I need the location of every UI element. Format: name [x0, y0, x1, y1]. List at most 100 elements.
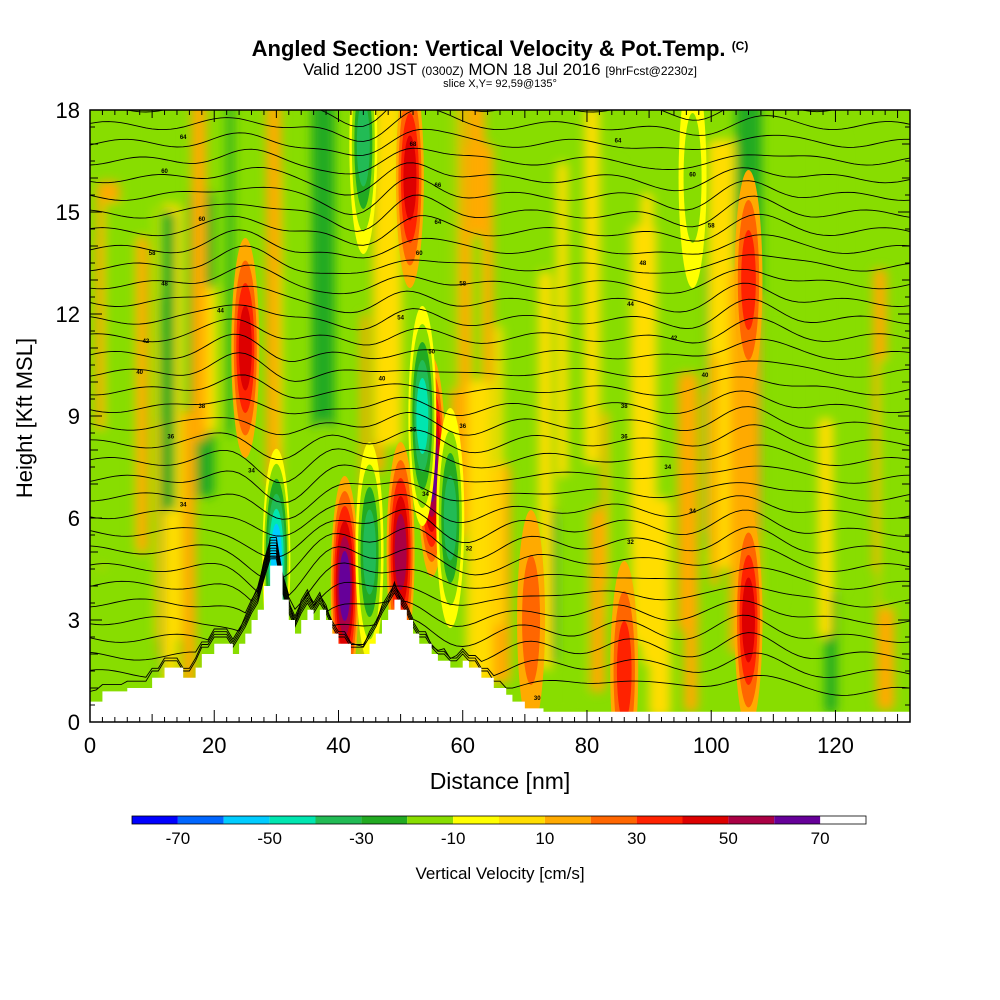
isentrope-label: 60: [689, 173, 696, 179]
isentrope-label: 68: [410, 142, 417, 148]
isentrope-label: 36: [459, 424, 466, 430]
y-axis-label: Height [Kft MSL]: [12, 337, 37, 499]
field-band: [710, 354, 719, 587]
isentrope-label: 40: [136, 370, 143, 376]
colorbar-swatch: [499, 816, 545, 824]
isentrope-label: 66: [435, 183, 442, 189]
colorbar-swatch: [774, 816, 821, 824]
isentrope-line: [90, 542, 910, 610]
isentrope-label: 50: [428, 349, 435, 355]
isentrope-label: 48: [640, 261, 647, 267]
isentrope-label: 58: [149, 251, 156, 257]
downdraft-core: [683, 113, 702, 243]
field-band: [818, 418, 833, 638]
colorbar-swatch: [132, 816, 178, 824]
isentrope-label: 60: [198, 217, 205, 223]
isentrope-label: 32: [466, 547, 473, 553]
colorbar-swatch: [269, 816, 316, 824]
isentrope-label: 64: [180, 135, 187, 141]
isentrope-line: [90, 550, 910, 647]
valid-zulu: (0300Z): [421, 64, 464, 78]
updraft-core: [522, 555, 541, 685]
x-axis-label: Distance [nm]: [429, 768, 571, 794]
isentrope-label: 38: [198, 404, 205, 410]
isentrope-line: [90, 128, 910, 157]
isentrope-line: [90, 424, 910, 460]
field-band: [163, 509, 178, 695]
isentrope-label: 36: [621, 434, 628, 440]
isentrope-line: [90, 282, 910, 314]
isentrope-line: [90, 553, 910, 663]
isentrope-label: 36: [167, 434, 174, 440]
colorbar-swatch: [453, 816, 499, 824]
x-tick-label: 80: [575, 733, 599, 758]
isentrope-line: [90, 481, 910, 520]
colorbar-tick-label: 70: [811, 829, 830, 848]
isentrope-line: [90, 147, 910, 175]
field-band: [451, 110, 459, 392]
isentrope-label: 36: [410, 428, 417, 434]
colorbar: -70 -50 -30 -10 10 30 50 70: [131, 815, 867, 848]
colorbar-tick-label: -70: [166, 829, 191, 848]
updraft-core: [741, 230, 756, 330]
field-band: [311, 110, 335, 431]
field-band: [136, 236, 149, 554]
isentrope-label: 44: [217, 309, 224, 315]
field-band: [316, 422, 331, 613]
valid-prefix: Valid 1200 JST: [303, 60, 417, 79]
isentrope-label: 60: [416, 251, 423, 257]
field-band: [495, 324, 503, 627]
isentrope-line: [90, 194, 910, 232]
isentrope-line: [90, 508, 910, 558]
x-tick-label: 0: [84, 733, 96, 758]
isentrope-label: 34: [664, 465, 671, 471]
updraft-core: [238, 305, 252, 391]
isentrope-label: 54: [397, 315, 404, 321]
isentrope-label: 40: [379, 377, 386, 383]
colorbar-swatch: [223, 816, 270, 824]
isentrope-line: [90, 464, 910, 504]
field-band: [162, 210, 176, 575]
y-tick-label: 9: [68, 404, 80, 429]
valid-forecast: [9hrFcst@2230z]: [605, 64, 697, 78]
y-tick-label: 6: [68, 506, 80, 531]
colorbar-swatch: [407, 816, 454, 824]
field-band: [590, 508, 605, 693]
isentrope-label: 42: [143, 339, 150, 345]
field-band: [648, 498, 671, 718]
y-tick-label: 15: [56, 200, 80, 225]
isentropes: [90, 110, 910, 696]
isentrope-label: 48: [161, 281, 168, 287]
isentrope-labels: 64 60 60 58 48 44 42 40 38 36 34 34 68 66 64 60 58 54 50 40…: [136, 135, 715, 702]
isentrope-line: [90, 213, 910, 246]
x-axis: 0 20 40 60 80 100 120: [84, 110, 911, 758]
isentrope-line: [90, 545, 910, 626]
colorbar-tick-label: 30: [627, 829, 646, 848]
colorbar-swatch: [590, 816, 637, 824]
x-tick-label: 20: [202, 733, 226, 758]
colorbar-swatch: [177, 816, 224, 824]
colorbar-frame: [131, 815, 867, 825]
updraft-core: [339, 551, 351, 621]
field-band: [584, 110, 600, 464]
isentrope-label: 58: [459, 281, 466, 287]
isentrope-line: [90, 558, 910, 696]
isentrope-line: [90, 374, 910, 399]
x-tick-label: 120: [817, 733, 854, 758]
isentrope-label: 38: [621, 404, 628, 410]
isentrope-line: [90, 333, 910, 362]
colorbar-swatch: [544, 816, 591, 824]
y-tick-label: 12: [56, 302, 80, 327]
isentrope-label: 40: [702, 373, 709, 379]
field-band: [878, 358, 899, 609]
isentrope-line: [90, 317, 910, 346]
colorbar-swatch: [636, 816, 683, 824]
field-band: [266, 110, 282, 489]
y-tick-label: 0: [68, 710, 80, 735]
colorbar-swatch: [682, 816, 729, 824]
colorbar-swatch: [361, 816, 408, 824]
isentrope-label: 34: [689, 509, 696, 515]
y-tick-label: 3: [68, 608, 80, 633]
isentrope-label: 58: [708, 224, 715, 230]
